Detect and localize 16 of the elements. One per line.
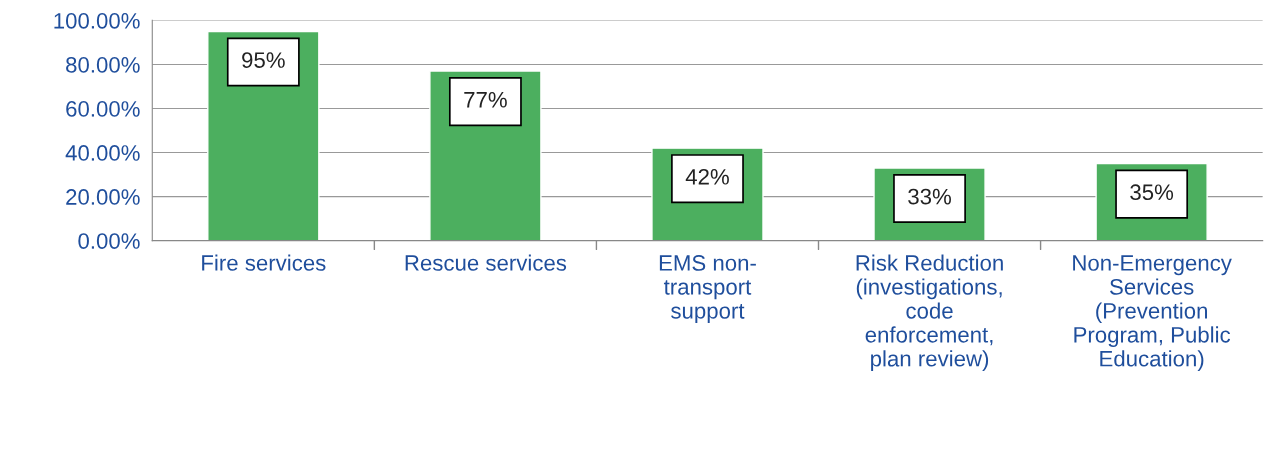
- x-tick-label: Rescue services: [405, 254, 567, 271]
- data-label: 35%: [1130, 184, 1174, 201]
- y-tick-label: 100.00%: [54, 12, 140, 29]
- y-tick-label: 80.00%: [66, 57, 140, 73]
- x-tick-label: Non-Emergency Services (Prevention Program, Public Education): [1073, 255, 1232, 371]
- data-label: 33%: [908, 188, 951, 205]
- x-tick-label: Risk Reduction (investigations, code enforcement, plan review): [856, 254, 1003, 371]
- y-tick-label: 60.00%: [66, 101, 140, 117]
- x-tick-label: EMS non- transport support: [659, 255, 756, 324]
- y-tick-label: 0.00%: [78, 233, 140, 249]
- data-label: 42%: [685, 168, 729, 185]
- data-label: 95%: [242, 52, 285, 68]
- y-tick-label: 40.00%: [65, 145, 140, 161]
- y-tick-label: 20.00%: [66, 189, 140, 205]
- data-label: 77%: [464, 91, 507, 108]
- x-tick-label: Fire services: [202, 254, 326, 271]
